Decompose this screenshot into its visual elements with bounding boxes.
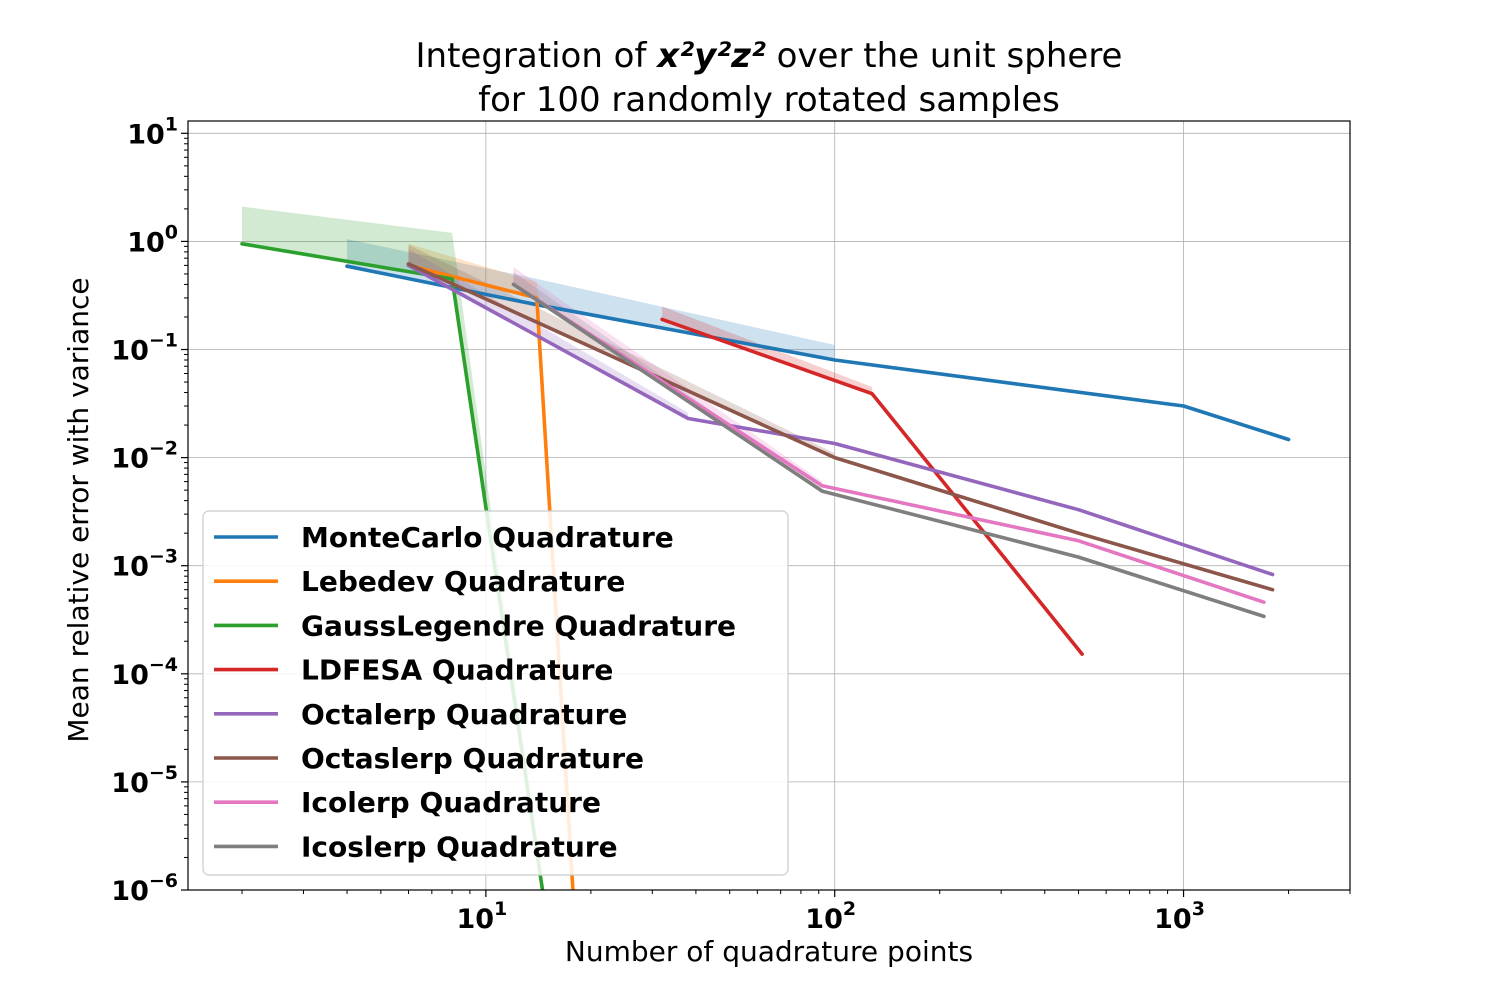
- legend-label: Icoslerp Quadrature: [301, 830, 618, 863]
- chart-title: Integration of x²y²z² over the unit sphe…: [416, 36, 1123, 76]
- octalerp-quadrature-line: [406, 263, 1275, 577]
- legend-label: LDFESA Quadrature: [301, 654, 613, 687]
- legend-item-icoslerp-quadrature: Icoslerp Quadrature: [214, 830, 618, 863]
- legend-label: Icolerp Quadrature: [301, 786, 601, 819]
- legend-label: Octalerp Quadrature: [301, 698, 627, 731]
- x-tick-label: 101: [456, 898, 507, 935]
- montecarlo-quadrature-variance-band: [347, 239, 835, 360]
- octaslerp-quadrature-variance-band: [408, 244, 835, 458]
- legend-item-icolerp-quadrature: Icolerp Quadrature: [214, 786, 601, 819]
- chart-title-formula: x²y²z²: [655, 36, 766, 76]
- legend-label: Octaslerp Quadrature: [301, 742, 644, 775]
- icoslerp-quadrature-line: [511, 282, 1266, 619]
- x-tick-label: 102: [805, 898, 856, 935]
- legend-item-octaslerp-quadrature: Octaslerp Quadrature: [214, 742, 644, 775]
- chart-title-suffix: over the unit sphere: [766, 36, 1123, 76]
- minor-ticks: [184, 137, 1351, 894]
- x-tick-label: 103: [1154, 898, 1205, 935]
- y-axis-label: Mean relative error with variance: [62, 277, 95, 742]
- y-tick-label: 10−3: [111, 546, 178, 583]
- legend-item-ldfesa-quadrature: LDFESA Quadrature: [214, 654, 613, 687]
- legend-item-lebedev-quadrature: Lebedev Quadrature: [214, 565, 625, 598]
- icolerp-quadrature-line: [511, 282, 1266, 605]
- y-tick-label: 10−1: [111, 330, 178, 367]
- chart-title-prefix: Integration of: [416, 36, 658, 76]
- tick-labels: 101 102 103 101 100 10−1 10−2 10−3 10−4 10−5 10−6: [111, 113, 1205, 935]
- legend-label: GaussLegendre Quadrature: [301, 609, 736, 642]
- legend: MonteCarlo Quadrature Lebedev Quadrature G…: [202, 510, 789, 876]
- y-tick-label: 10−4: [111, 654, 178, 691]
- legend-label: Lebedev Quadrature: [301, 565, 625, 598]
- y-tick-label: 10−6: [111, 870, 178, 907]
- legend-item-montecarlo-quadrature: MonteCarlo Quadrature: [214, 521, 674, 554]
- y-tick-label: 10−2: [111, 438, 178, 475]
- ldfesa-quadrature-line: [660, 317, 1084, 656]
- y-tick-label: 10−5: [111, 762, 178, 799]
- x-axis-label: Number of quadrature points: [565, 935, 973, 968]
- legend-item-gausslegendre-quadrature: GaussLegendre Quadrature: [214, 609, 736, 642]
- chart-title-line2: for 100 randomly rotated samples: [478, 80, 1060, 120]
- plot-frame: [187, 120, 1351, 891]
- legend-label: MonteCarlo Quadrature: [301, 521, 674, 554]
- ldfesa-quadrature-variance-band: [662, 306, 873, 394]
- legend-item-octalerp-quadrature: Octalerp Quadrature: [214, 698, 627, 731]
- octaslerp-quadrature-line: [406, 262, 1275, 592]
- legend-box: [202, 510, 789, 876]
- y-tick-label: 101: [127, 113, 178, 150]
- y-tick-label: 100: [127, 221, 178, 258]
- icolerp-quadrature-variance-band: [513, 267, 823, 486]
